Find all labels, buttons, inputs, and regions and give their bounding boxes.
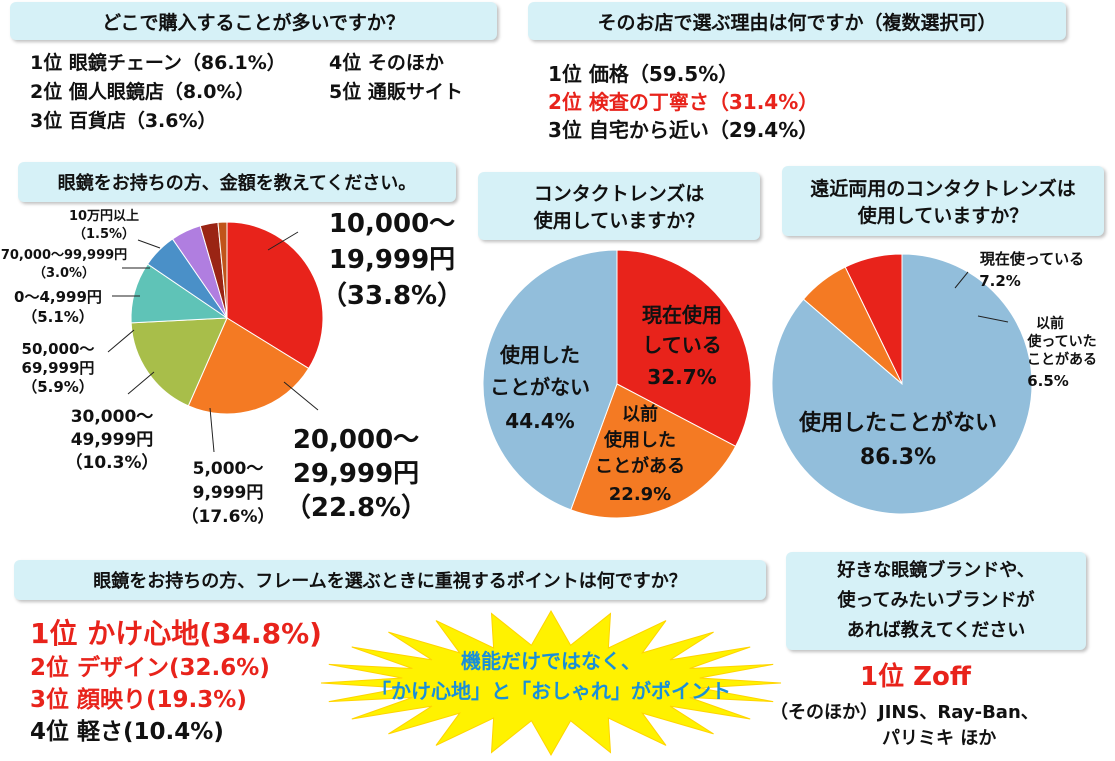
pie1-label-8-line-2: （1.5%） <box>73 226 135 242</box>
pie1-label-8-line-1: 10万円以上 <box>69 209 139 224</box>
q1-item-2: 2位 個人眼鏡店（8.0%） <box>30 81 255 103</box>
q3-title-box: 眼鏡をお持ちの方、金額を教えてください。 <box>18 162 456 202</box>
pie3-label-b-line-3: ことがある <box>1027 351 1097 368</box>
q2-item-1: 1位 価格（59.5%） <box>548 62 739 86</box>
pie3-label-a-line-2: 7.2% <box>979 272 1021 290</box>
q6-item-3: 3位 顔映り(19.3%) <box>30 687 247 713</box>
highlight-starburst <box>320 609 782 757</box>
pie1-label-3-line-3: （17.6%） <box>182 506 275 527</box>
price-pie-slice-8 <box>217 221 228 319</box>
bifocal-contact-pie-chart <box>771 253 1033 515</box>
pie1-labels: 10,000～ 19,999円 （33.8%） 20,000～ 29,999円 … <box>1 209 463 527</box>
q3-title: 眼鏡をお持ちの方、金額を教えてください。 <box>57 173 417 194</box>
pie3-label-c-line-2: 86.3% <box>860 445 936 470</box>
pie2-label-a-line-2: している <box>642 333 721 357</box>
pie2-label-c-line-3: 44.4% <box>505 409 574 433</box>
q1-item-1: 1位 眼鏡チェーン（86.1%） <box>30 52 286 74</box>
q1-item-3: 3位 百貨店（3.6%） <box>30 110 217 132</box>
q7-others-line-2: パリミキ ほか <box>882 728 997 749</box>
pie2-label-a-line-1: 現在使用 <box>642 303 722 327</box>
pie3-label-b-line-2: 使っていた <box>1026 333 1096 350</box>
q4-title-line-1: コンタクトレンズは <box>533 183 705 205</box>
price-pie-slice-3 <box>130 317 228 407</box>
q6-title: 眼鏡をお持ちの方、フレームを選ぶときに重視するポイントは何ですか？ <box>93 571 687 592</box>
pie1-label-7-line-2: （3.0%） <box>33 265 95 281</box>
pie1-leaders <box>107 231 319 453</box>
contact-pie-slice-1 <box>616 249 752 448</box>
q7-top-brand: 1位 Zoff <box>860 662 971 692</box>
q7-title-line-2: 使ってみたいブランドが <box>837 590 1035 611</box>
q7-title-line-3: あれば教えてください <box>846 620 1026 641</box>
pie3-labels: 現在使っている 7.2% 以前 使っていた ことがある 6.5% 使用したことが… <box>798 250 1097 470</box>
q5-title-box: 遠近両用のコンタクトレンズは 使用していますか？ <box>782 166 1104 236</box>
pie3-label-a-line-1: 現在使っている <box>980 250 1084 268</box>
pie1-label-4-line-3: （10.3%） <box>66 452 159 473</box>
pie1-label-5-line-1: 50,000～ <box>22 340 95 358</box>
pie2-label-b-line-3: ことがある <box>595 455 685 477</box>
pie2-label-a-line-3: 32.7% <box>647 365 716 389</box>
bifocal-pie-slice-3 <box>771 253 1033 515</box>
q7-title-line-1: 好きな眼鏡ブランドや、 <box>837 560 1035 581</box>
q5-title-line-1: 遠近両用のコンタクトレンズは <box>810 178 1076 200</box>
price-pie-slice-1 <box>226 221 324 370</box>
pie2-labels: 現在使用 している 32.7% 以前 使用した ことがある 22.9% 使用した… <box>490 303 722 505</box>
pie1-label-6-line-1: 0～4,999円 <box>14 288 102 306</box>
pie3-label-b-line-4: 6.5% <box>1027 372 1069 390</box>
q1-item-4: 4位 そのほか <box>329 52 444 74</box>
pie1-label-1-line-2: 19,999円 <box>329 245 455 275</box>
pie1-label-5-line-2: 69,999円 <box>22 359 95 377</box>
q1-title-box: どこで購入することが多いですか？ <box>10 2 497 40</box>
pie1-label-4-line-1: 30,000～ <box>71 407 154 427</box>
burst-line-1: 機能だけではなく、 <box>461 649 641 673</box>
q4-title-box: コンタクトレンズは 使用していますか？ <box>478 172 760 240</box>
contact-lens-pie-chart <box>482 249 752 519</box>
pie1-label-1-line-1: 10,000～ <box>329 209 455 239</box>
pie2-label-b-line-2: 使用した <box>603 430 676 451</box>
pie1-label-1-line-3: （33.8%） <box>321 281 463 311</box>
pie1-label-3-line-1: 5,000～ <box>193 459 264 479</box>
pie2-label-b-line-4: 22.9% <box>609 484 671 505</box>
pie1-label-2-line-2: 29,999円 <box>293 459 419 489</box>
contact-pie-slice-3 <box>482 249 618 511</box>
q7-title-box: 好きな眼鏡ブランドや、 使ってみたいブランドが あれば教えてください <box>786 552 1086 650</box>
price-pie-chart <box>130 221 324 415</box>
q2-title-box: そのお店で選ぶ理由は何ですか（複数選択可） <box>528 2 1066 40</box>
pie1-label-4-line-2: 49,999円 <box>71 430 154 450</box>
price-pie-slice-2 <box>187 317 310 415</box>
pie3-label-c-line-1: 使用したことがない <box>798 410 997 436</box>
q4-title-line-2: 使用していますか？ <box>533 210 705 232</box>
q6-item-4: 4位 軽さ(10.4%) <box>30 719 224 745</box>
q2-item-2: 2位 検査の丁寧さ（31.4%） <box>548 90 819 114</box>
pie2-label-c-line-1: 使用した <box>499 343 580 367</box>
q2-item-3: 3位 自宅から近い（29.4%） <box>548 118 819 142</box>
pie1-label-2-line-3: （22.8%） <box>285 493 427 523</box>
q5-title-line-2: 使用していますか？ <box>857 205 1029 227</box>
pie1-label-3-line-2: 9,999円 <box>193 483 264 503</box>
pie1-label-7-line-1: 70,000～99,999円 <box>1 248 127 263</box>
contact-pie-slice-2 <box>570 383 737 519</box>
pie2-label-b-line-1: 以前 <box>622 403 658 425</box>
q6-item-2: 2位 デザイン(32.6%) <box>30 655 270 681</box>
q1-item-5: 5位 通販サイト <box>329 81 463 103</box>
q6-item-1: 1位 かけ心地(34.8%) <box>30 617 322 650</box>
q2-title: そのお店で選ぶ理由は何ですか（複数選択可） <box>597 11 997 34</box>
pie3-leaders <box>954 271 1009 323</box>
pie1-label-5-line-3: （5.9%） <box>22 378 94 396</box>
q7-others-line-1: （そのほか）JINS、Ray-Ban、 <box>770 702 1039 723</box>
pie2-label-c-line-2: ことがない <box>490 375 590 399</box>
burst-line-2: 「かけ心地」と「おしゃれ」がポイント <box>371 679 731 703</box>
q1-title: どこで購入することが多いですか？ <box>102 11 405 34</box>
pie1-label-2-line-1: 20,000～ <box>293 425 419 455</box>
pie1-label-6-line-2: （5.1%） <box>22 308 94 326</box>
pie3-label-b-line-1: 以前 <box>1036 315 1064 332</box>
q6-title-box: 眼鏡をお持ちの方、フレームを選ぶときに重視するポイントは何ですか？ <box>14 560 766 600</box>
